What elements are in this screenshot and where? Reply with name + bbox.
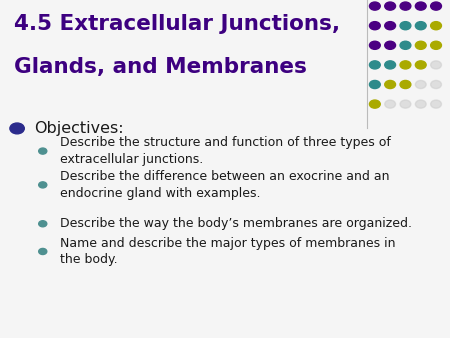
Text: Describe the structure and function of three types of
extracellular junctions.: Describe the structure and function of t… bbox=[60, 136, 391, 166]
Text: Objectives:: Objectives: bbox=[34, 121, 123, 136]
Text: 4.5 Extracellular Junctions,: 4.5 Extracellular Junctions, bbox=[14, 14, 340, 33]
Text: Describe the way the body’s membranes are organized.: Describe the way the body’s membranes ar… bbox=[60, 217, 412, 230]
Text: Name and describe the major types of membranes in
the body.: Name and describe the major types of mem… bbox=[60, 237, 396, 266]
Text: Describe the difference between an exocrine and an
endocrine gland with examples: Describe the difference between an exocr… bbox=[60, 170, 389, 200]
Text: Glands, and Membranes: Glands, and Membranes bbox=[14, 57, 306, 77]
